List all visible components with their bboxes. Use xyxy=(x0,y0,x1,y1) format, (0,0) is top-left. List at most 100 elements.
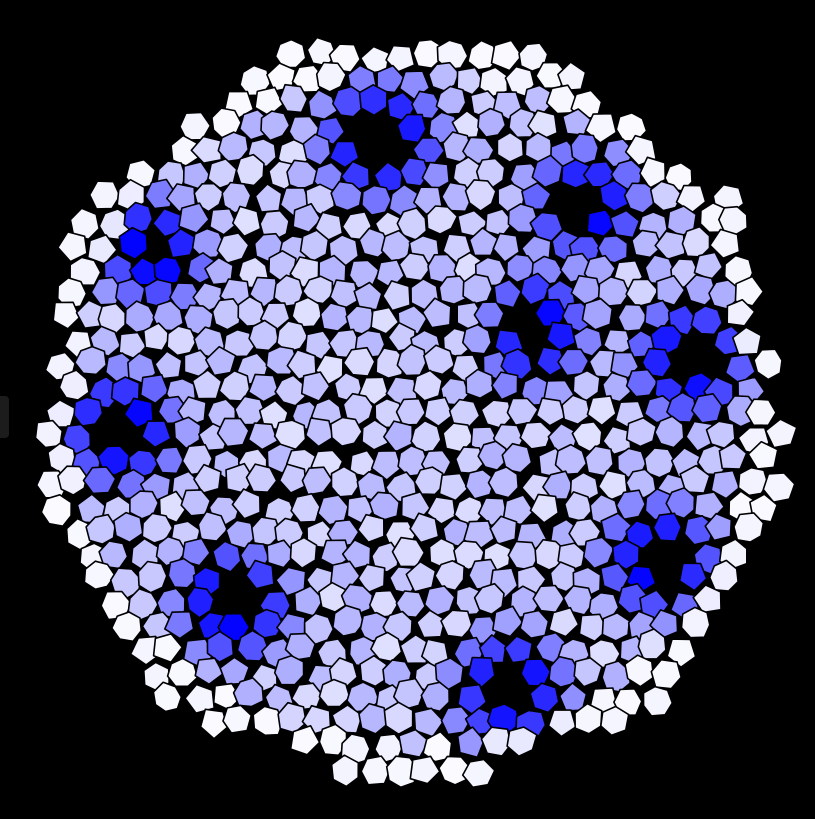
mosaic-cell xyxy=(547,709,577,738)
mosaic-cell xyxy=(248,319,280,352)
mosaic-cell xyxy=(529,493,560,524)
mosaic-cell xyxy=(139,373,170,405)
mosaic-cell xyxy=(586,395,617,427)
mosaic-cell xyxy=(342,346,376,377)
mosaic-cell xyxy=(184,683,215,714)
mosaic-cell xyxy=(319,302,350,332)
mosaic-cell xyxy=(144,178,176,210)
mosaic-cell xyxy=(236,629,270,662)
mosaic-cell xyxy=(535,397,566,427)
mosaic-cell xyxy=(34,419,64,449)
mosaic-cell xyxy=(199,708,229,740)
mosaic-cell xyxy=(212,540,242,573)
mosaic-cell xyxy=(613,687,643,717)
mosaic-cell xyxy=(527,109,559,142)
mosaic-cell xyxy=(190,135,223,164)
mosaic-cell xyxy=(422,730,453,763)
mosaic-cell xyxy=(58,369,90,401)
mosaic-cell xyxy=(342,392,374,427)
mosaic-cell xyxy=(464,468,496,500)
mosaic-cell xyxy=(678,562,708,592)
mosaic-cell xyxy=(652,512,683,543)
mosaic-cell xyxy=(465,368,494,400)
mosaic-cell xyxy=(440,181,473,213)
mosaic-cell xyxy=(535,346,567,377)
mosaic-cell xyxy=(690,305,724,336)
mosaic-cell xyxy=(708,559,739,592)
mosaic-cell xyxy=(289,724,321,756)
mosaic-cell xyxy=(490,371,519,401)
mosaic-cell xyxy=(490,39,523,72)
mosaic-cell xyxy=(260,110,291,142)
mosaic-cell xyxy=(318,678,351,708)
mosaic-cell xyxy=(154,446,185,475)
mosaic-cell xyxy=(181,537,211,567)
mosaic-cell xyxy=(717,205,749,236)
mosaic-cell xyxy=(602,328,633,358)
mosaic-cell xyxy=(235,153,265,187)
mosaic-cell xyxy=(642,685,674,717)
mosaic-cell xyxy=(290,492,321,524)
mosaic-cell xyxy=(737,466,769,497)
mosaic-cell xyxy=(506,726,538,758)
mosaic-cell xyxy=(422,344,456,376)
mosaic-cell xyxy=(637,628,667,660)
mosaic-cell xyxy=(421,297,452,329)
mosaic-cell xyxy=(631,229,663,259)
mosaic-cell xyxy=(302,133,332,167)
mosaic-cell xyxy=(501,442,533,474)
mosaic-cell xyxy=(278,83,309,114)
mosaic-cell xyxy=(278,463,307,494)
mosaic-cell xyxy=(211,297,243,331)
mosaic-cell xyxy=(456,66,485,96)
mosaic-cell xyxy=(519,421,553,450)
mosaic-cell xyxy=(731,326,763,356)
mosaic-cell xyxy=(435,85,467,116)
mosaic-cell xyxy=(704,512,733,542)
mosaic-cell xyxy=(217,131,250,163)
mosaic-cell xyxy=(222,704,253,734)
mosaic-cell xyxy=(328,140,360,169)
mosaic-cell xyxy=(421,161,451,192)
mosaic-cell xyxy=(491,605,524,638)
mosaic-cell xyxy=(473,582,505,616)
mosaic-cell xyxy=(477,107,507,138)
mosaic-cell xyxy=(182,161,212,190)
mosaic-cell xyxy=(534,298,567,328)
mosaic-cell xyxy=(609,209,641,239)
mosaic-cell xyxy=(597,469,629,501)
mosaic-cell xyxy=(409,755,441,785)
mosaic-cell xyxy=(361,419,389,451)
mosaic-cell xyxy=(554,443,588,476)
mosaic-cell xyxy=(370,306,400,335)
mosaic-cell xyxy=(173,416,202,450)
mosaic-cell xyxy=(434,559,466,592)
mosaic-cell xyxy=(666,638,697,669)
mosaic-cell xyxy=(548,606,580,638)
mosaic-cell xyxy=(744,398,777,427)
mosaic-cell xyxy=(681,225,711,258)
mosaic-cell xyxy=(487,466,520,499)
mosaic-cell xyxy=(252,608,284,639)
mosaic-cell xyxy=(40,493,72,528)
mosaic-cell xyxy=(247,373,280,403)
mosaic-cell xyxy=(489,515,518,546)
mosaic-cell xyxy=(289,536,318,570)
mosaic-cell xyxy=(654,415,685,449)
mosaic-cell xyxy=(611,539,641,571)
mosaic-cell xyxy=(601,611,631,642)
mosaic-cell xyxy=(448,398,481,428)
mosaic-cell xyxy=(304,417,334,448)
mosaic-cell xyxy=(392,677,425,711)
mosaic-cell xyxy=(142,322,172,352)
mosaic-cell xyxy=(331,85,364,118)
mosaic-cell xyxy=(710,469,741,500)
mosaic-cell xyxy=(245,463,278,494)
mosaic-cell xyxy=(641,347,673,379)
mosaic-cell xyxy=(329,279,360,311)
mosaic-cell xyxy=(245,559,275,590)
mosaic-cell xyxy=(141,420,172,449)
mosaic-cell xyxy=(423,396,454,428)
mosaic-cell xyxy=(679,464,711,494)
